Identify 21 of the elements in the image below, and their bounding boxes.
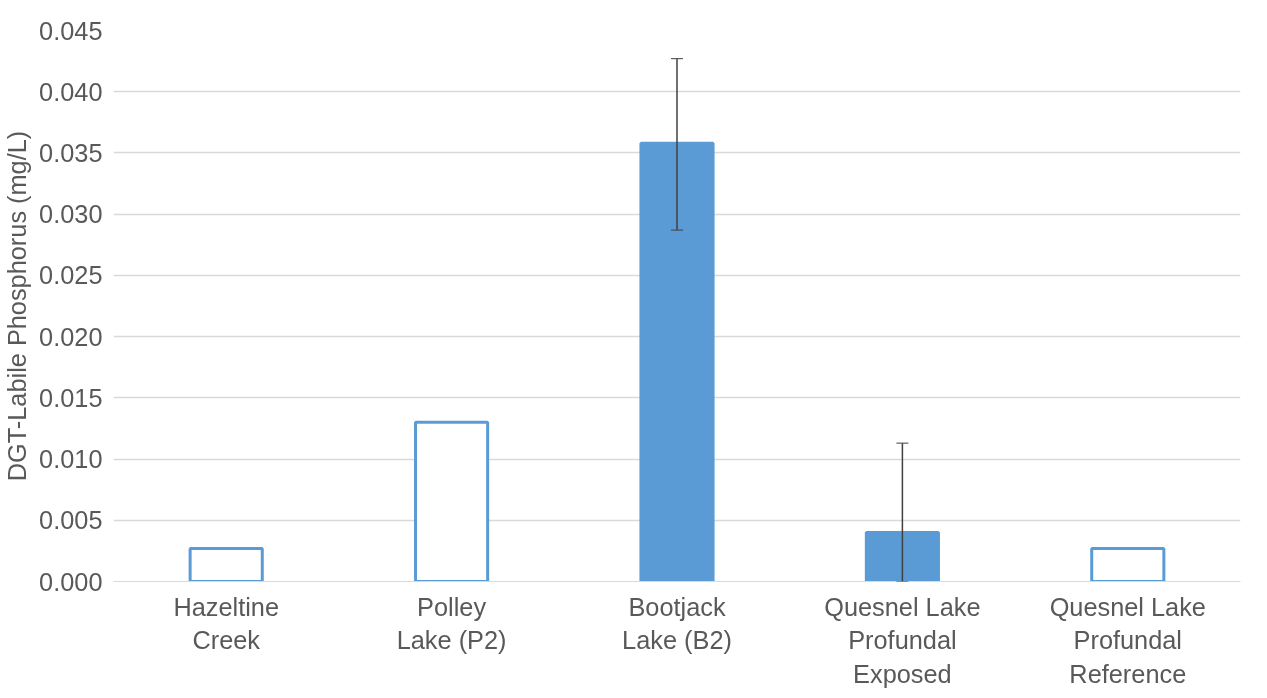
y-tick-label: 0.005 xyxy=(39,506,103,535)
bar xyxy=(639,141,715,582)
y-tick-label: 0.025 xyxy=(39,261,103,290)
x-tick-label: Polley Lake (P2) xyxy=(396,592,507,655)
y-tick-label: 0.030 xyxy=(39,200,103,229)
bar xyxy=(1090,546,1166,582)
x-tick-label: Hazeltine Creek xyxy=(173,592,279,655)
bar xyxy=(414,420,490,582)
x-tick-label: Quesnel Lake Profundal Reference xyxy=(1049,592,1206,688)
y-tick-label: 0.020 xyxy=(39,322,103,351)
bar xyxy=(864,531,940,582)
x-tick-label: Bootjack Lake (B2) xyxy=(622,592,732,655)
y-tick-label: 0.040 xyxy=(39,77,103,106)
y-tick-label: 0.010 xyxy=(39,445,103,474)
y-axis-title: DGT-Labile Phosphorus (mg/L) xyxy=(3,130,32,482)
x-tick-label: Quesnel Lake Profundal Exposed xyxy=(824,592,981,688)
y-tick-label: 0.035 xyxy=(39,138,103,167)
bar xyxy=(188,546,264,582)
y-tick-label: 0.000 xyxy=(39,567,103,596)
y-tick-label: 0.015 xyxy=(39,383,103,412)
y-tick-label: 0.045 xyxy=(39,16,103,45)
